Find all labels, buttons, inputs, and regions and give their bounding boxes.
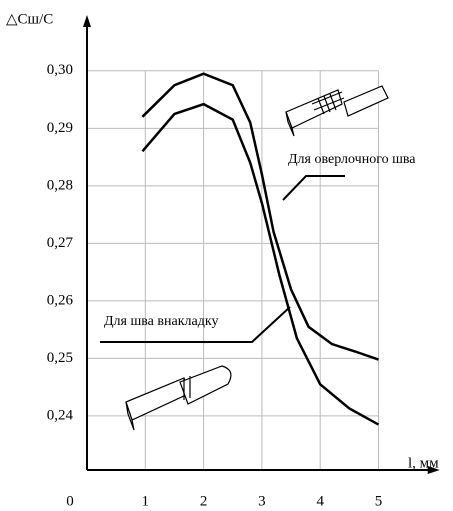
- y-tick-label: 0,27: [47, 235, 74, 251]
- x-tick-label: 0: [66, 493, 74, 509]
- weld-icon-lap: [126, 366, 231, 430]
- leader-line: [283, 176, 345, 200]
- y-tick-label: 0,24: [47, 407, 74, 423]
- x-tick-label: 4: [316, 493, 324, 509]
- y-tick-label: 0,25: [47, 350, 73, 366]
- y-axis-arrow: [83, 15, 91, 27]
- y-tick-label: 0,30: [47, 62, 73, 78]
- series-annotation: Для шва внакладку: [104, 314, 218, 329]
- y-tick-label: 0,29: [47, 120, 73, 136]
- x-tick-label: 3: [258, 493, 266, 509]
- x-tick-label: 1: [142, 493, 150, 509]
- y-tick-label: 0,26: [47, 292, 74, 308]
- y-tick-label: 0,28: [47, 177, 73, 193]
- chart: △Cш/C l, мм 0,240,250,260,270,280,290,30…: [0, 0, 453, 511]
- x-tick-label: 2: [200, 493, 208, 509]
- y-axis-label: △Cш/C: [6, 11, 53, 27]
- series-annotation: Для оверлочного шва: [288, 152, 416, 167]
- x-tick-label: 5: [375, 493, 383, 509]
